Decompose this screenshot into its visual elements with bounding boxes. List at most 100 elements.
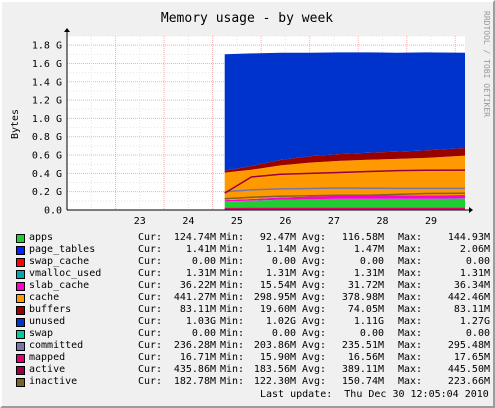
legend-row: active Cur: 435.86M Min: 183.56M Avg: 389.11M M… — [14, 364, 494, 376]
legend-min-value: 92.47M — [259, 232, 296, 243]
legend-cur-value: 236.28M — [173, 340, 216, 351]
legend-swatch — [16, 258, 25, 267]
legend-series-name: unused — [29, 316, 66, 327]
legend-avg-label: Avg: — [302, 340, 327, 351]
legend-avg-label: Avg: — [302, 376, 327, 387]
legend-swatch — [16, 378, 25, 387]
legend-max-label: Max: — [398, 244, 423, 255]
legend-min-value: 0.00 — [271, 328, 296, 339]
legend-cur-label: Cur: — [138, 340, 163, 351]
legend-series-name: cache — [29, 292, 60, 303]
y-tick-label: 1.6 G — [32, 59, 62, 70]
legend-cur-label: Cur: — [138, 328, 163, 339]
legend-avg-label: Avg: — [302, 256, 327, 267]
legend-max-value: 445.50M — [447, 364, 490, 375]
legend-max-value: 223.66M — [447, 376, 490, 387]
legend-avg-label: Avg: — [302, 292, 327, 303]
legend-max-label: Max: — [398, 280, 423, 291]
legend-max-label: Max: — [398, 304, 423, 315]
legend-min-label: Min: — [220, 328, 245, 339]
x-tick-label: 28 — [376, 216, 388, 227]
area-apps — [224, 198, 465, 210]
legend-row: cache Cur: 441.27M Min: 298.95M Avg: 378.98M Ma… — [14, 292, 494, 304]
legend-max-label: Max: — [398, 256, 423, 267]
legend-series-name: inactive — [29, 376, 78, 387]
legend-cur-value: 16.71M — [179, 352, 216, 363]
legend-min-value: 1.31M — [265, 268, 296, 279]
y-tick-label: 1.2 G — [32, 96, 62, 107]
legend-avg-value: 16.56M — [347, 352, 384, 363]
legend-min-label: Min: — [220, 280, 245, 291]
axes — [64, 28, 473, 213]
x-tick-label: 26 — [279, 216, 291, 227]
area-page-tables — [224, 198, 465, 202]
legend-max-label: Max: — [398, 340, 423, 351]
legend-min-value: 15.90M — [259, 352, 296, 363]
legend-cur-value: 0.00 — [191, 256, 216, 267]
legend-row: buffers Cur: 83.11M Min: 19.60M Avg: 74.05M Max… — [14, 304, 494, 316]
last-update: Last update: Thu Dec 30 12:05:04 2010 — [260, 389, 489, 400]
y-tick-label: 1.8 G — [32, 41, 62, 52]
y-tick-label: 1.0 G — [32, 114, 62, 125]
legend-min-label: Min: — [220, 316, 245, 327]
legend-min-label: Min: — [220, 268, 245, 279]
x-tick-label: 23 — [134, 216, 146, 227]
y-axis-arrow — [64, 28, 70, 32]
legend-avg-value: 235.51M — [341, 340, 384, 351]
legend-avg-value: 0.00 — [359, 256, 384, 267]
area-buffers — [224, 148, 465, 173]
rrdtool-watermark: RRDTOOL / TOBI OETIKER — [482, 11, 491, 117]
y-tick-label: 0.0 — [44, 206, 62, 217]
line-active — [224, 169, 466, 194]
legend-avg-label: Avg: — [302, 316, 327, 327]
legend-series-name: slab_cache — [29, 280, 90, 291]
legend-row: inactive Cur: 182.78M Min: 122.30M Avg: 150.74… — [14, 376, 494, 388]
legend-series-name: page_tables — [29, 244, 96, 255]
legend-min-value: 0.00 — [271, 256, 296, 267]
legend-cur-value: 0.00 — [191, 328, 216, 339]
legend-cur-label: Cur: — [138, 364, 163, 375]
legend-max-value: 83.11M — [453, 304, 490, 315]
legend-row: unused Cur: 1.03G Min: 1.02G Avg: 1.11G Max: 1.2… — [14, 316, 494, 328]
legend-min-label: Min: — [220, 232, 245, 243]
legend-min-value: 298.95M — [253, 292, 296, 303]
legend-cur-value: 1.41M — [185, 244, 216, 255]
legend-avg-label: Avg: — [302, 244, 327, 255]
legend-min-value: 1.14M — [265, 244, 296, 255]
legend-row: apps Cur: 124.74M Min: 92.47M Avg: 116.58M Max:… — [14, 232, 494, 244]
legend-cur-label: Cur: — [138, 280, 163, 291]
legend-row: slab_cache Cur: 36.22M Min: 15.54M Avg: 31.72M… — [14, 280, 494, 292]
legend-min-value: 19.60M — [259, 304, 296, 315]
legend-avg-value: 74.05M — [347, 304, 384, 315]
legend-cur-value: 124.74M — [173, 232, 216, 243]
legend-swatch — [16, 342, 25, 351]
legend-cur-value: 435.86M — [173, 364, 216, 375]
legend-swatch — [16, 354, 25, 363]
legend-swatch — [16, 306, 25, 315]
legend-series-name: swap — [29, 328, 54, 339]
legend-avg-value: 389.11M — [341, 364, 384, 375]
legend-cur-value: 36.22M — [179, 280, 216, 291]
legend-cur-label: Cur: — [138, 316, 163, 327]
legend-cur-value: 1.03G — [185, 316, 216, 327]
legend-avg-value: 1.31M — [353, 268, 384, 279]
legend-min-label: Min: — [220, 352, 245, 363]
legend-row: committed Cur: 236.28M Min: 203.86M Avg: 235.5… — [14, 340, 494, 352]
legend-series-name: buffers — [29, 304, 72, 315]
legend-max-value: 0.00 — [465, 328, 490, 339]
legend-max-value: 295.48M — [447, 340, 490, 351]
legend-swatch — [16, 246, 25, 255]
legend-cur-label: Cur: — [138, 304, 163, 315]
legend-avg-value: 150.74M — [341, 376, 384, 387]
legend: apps Cur: 124.74M Min: 92.47M Avg: 116.58M Max:… — [14, 232, 494, 388]
legend-swatch — [16, 294, 25, 303]
legend-swatch — [16, 366, 25, 375]
legend-avg-value: 1.47M — [353, 244, 384, 255]
legend-series-name: committed — [29, 340, 84, 351]
y-axis-label: Bytes — [10, 109, 21, 139]
legend-max-label: Max: — [398, 352, 423, 363]
overlay-lines — [224, 169, 466, 210]
legend-min-label: Min: — [220, 376, 245, 387]
legend-avg-value: 0.00 — [359, 328, 384, 339]
